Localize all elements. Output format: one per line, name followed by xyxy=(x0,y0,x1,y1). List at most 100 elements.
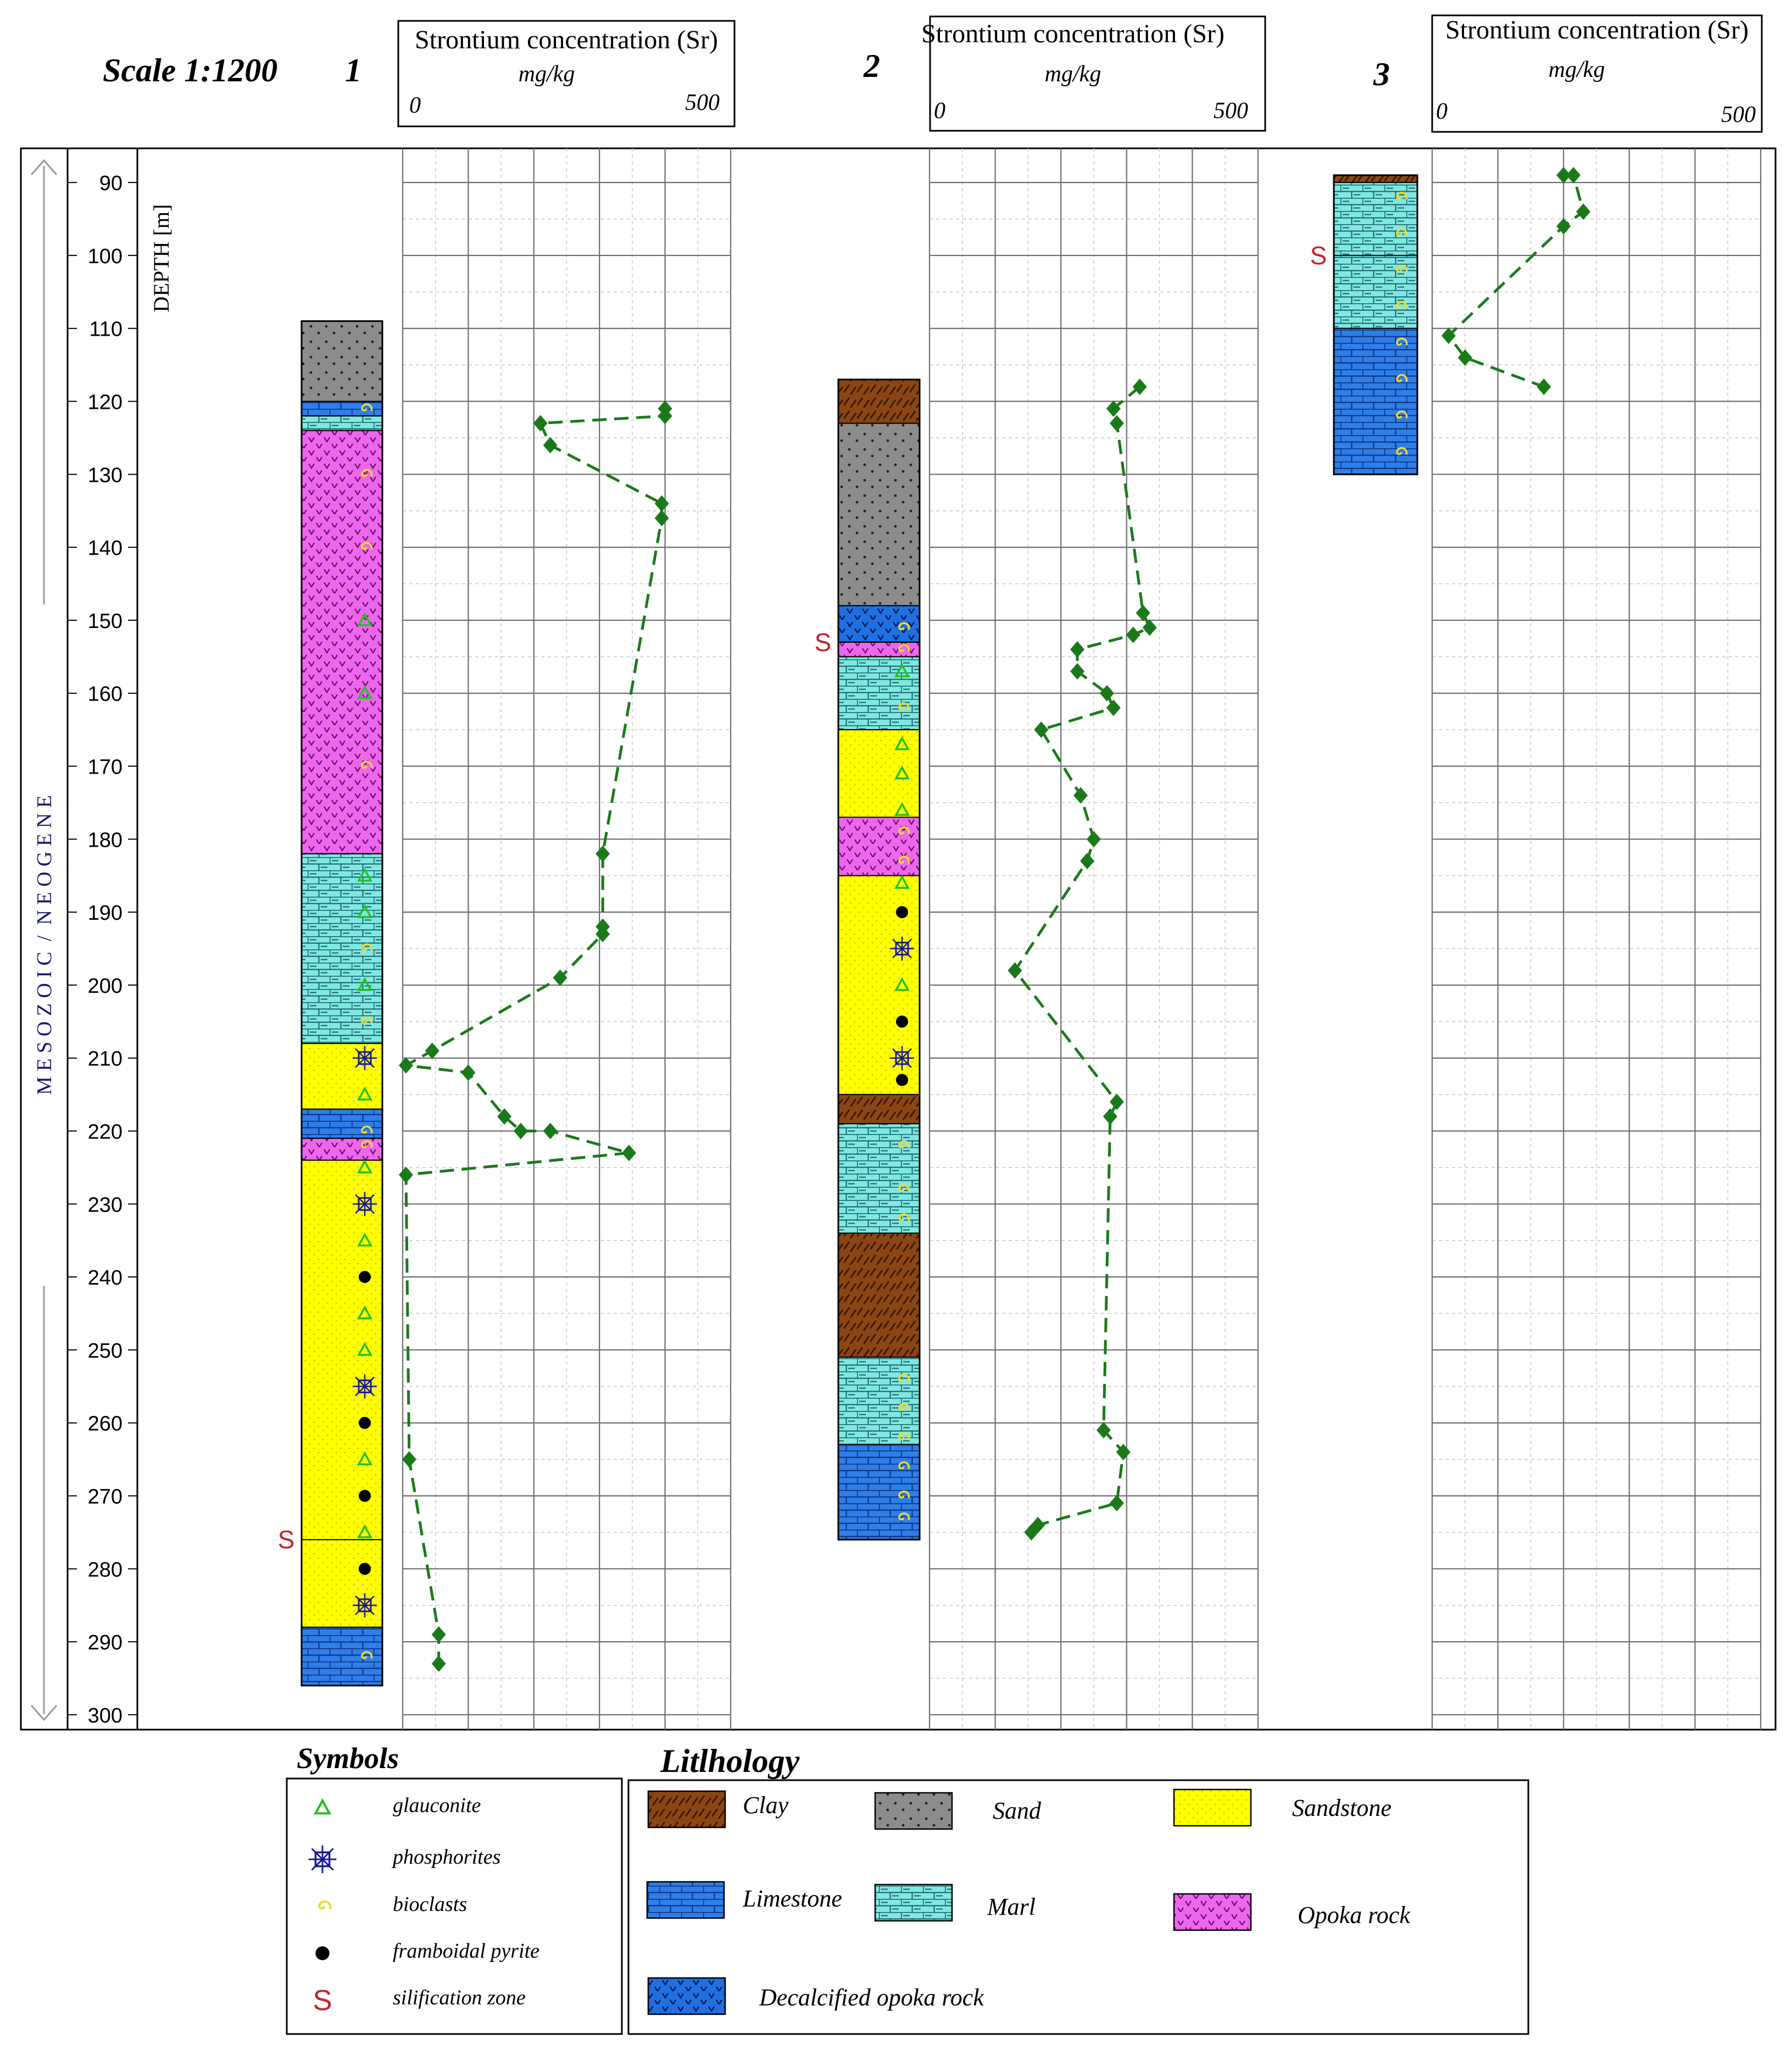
triangle-icon xyxy=(894,736,910,751)
data-point-marker xyxy=(1106,699,1121,716)
depth-tick-label: 150 xyxy=(88,610,123,633)
triangle-icon xyxy=(357,612,372,626)
lithology-columns: S S S xyxy=(278,174,1418,1687)
phosphorite-icon xyxy=(890,936,914,961)
lithology-column-1: S xyxy=(278,320,383,1687)
s-icon: S xyxy=(815,628,832,657)
data-point-marker xyxy=(1080,853,1095,870)
well-3-number: 3 xyxy=(1373,56,1390,92)
phosphorite-rays xyxy=(890,1046,914,1070)
well-3-box-title: Strontium concentration (Sr) xyxy=(1445,15,1749,45)
depth-ticks: 90 100 110 120 130 140 150 160 170 180 190 200 210 22… xyxy=(68,172,137,1727)
lithology-column-3: S xyxy=(1310,174,1418,475)
spiral-icon xyxy=(1396,374,1408,382)
phosphorite-rays xyxy=(308,1845,337,1874)
depth-tick-label: 160 xyxy=(88,683,123,706)
grid-panel-2 xyxy=(928,148,1259,1730)
data-point-marker xyxy=(398,1057,413,1074)
triangle-icon xyxy=(357,1451,372,1465)
triangle-icon xyxy=(894,765,910,780)
well-2-number: 2 xyxy=(863,48,880,84)
spiral-icon xyxy=(361,469,373,477)
well-1-scale-box: Strontium concentration (Sr) mg/kg 0 500 xyxy=(397,20,736,127)
triangle-icon xyxy=(313,1798,332,1815)
triangle-icon xyxy=(357,1524,372,1538)
lithology-legend-label: Clay xyxy=(743,1792,789,1819)
spiral-icon xyxy=(898,1490,910,1499)
data-point-marker xyxy=(1136,604,1150,621)
triangle-icon xyxy=(357,685,372,699)
layer-marl xyxy=(301,853,383,1044)
well-3-box-min: 0 xyxy=(1436,99,1448,124)
layer-opoka xyxy=(838,816,920,876)
data-point-marker xyxy=(1537,378,1551,395)
data-point-marker xyxy=(431,1626,446,1643)
layer-sandstone xyxy=(838,729,920,818)
depth-tick-label: 120 xyxy=(88,391,123,414)
symbol-legend-label: glauconite xyxy=(393,1794,481,1817)
layer-clay xyxy=(1333,174,1418,184)
phosphorite-icon xyxy=(890,1046,914,1070)
spiral-icon xyxy=(898,702,910,711)
data-point-marker xyxy=(1008,962,1022,979)
layer-marl xyxy=(838,656,920,731)
data-point-marker xyxy=(1024,1524,1039,1541)
dot-icon xyxy=(359,1271,371,1283)
spiral-icon xyxy=(361,1651,373,1659)
phosphorite-rays xyxy=(353,1374,377,1399)
data-point-marker xyxy=(654,495,669,512)
depth-tick-label: 280 xyxy=(88,1558,123,1581)
depth-tick-label: 230 xyxy=(88,1193,123,1216)
well-2-box-min: 0 xyxy=(934,98,945,124)
triangle-icon xyxy=(357,1086,372,1101)
lithology-swatch-clay xyxy=(647,1790,726,1829)
scale-label: Scale 1:1200 xyxy=(103,52,277,88)
data-point-marker xyxy=(658,408,672,425)
symbol-legend-label: silification zone xyxy=(393,1986,526,2009)
spiral-icon xyxy=(361,542,373,550)
symbols-legend: glauconite phosphorites bioclasts framboida… xyxy=(308,1794,539,2016)
depth-tick-label: 260 xyxy=(88,1413,123,1436)
well-3-box-unit: mg/kg xyxy=(1549,57,1605,82)
phosphorite-rays xyxy=(353,1593,377,1618)
main-frame xyxy=(20,147,1777,1731)
lithology-legend-label: Sandstone xyxy=(1292,1794,1392,1821)
well-2-box-max: 500 xyxy=(1214,98,1248,124)
data-point-marker xyxy=(654,510,669,526)
data-point-marker xyxy=(1576,203,1591,220)
lithology-swatch-sand xyxy=(874,1792,953,1830)
well-2-box-title: Strontium concentration (Sr) xyxy=(921,19,1225,48)
data-point-marker xyxy=(1103,1108,1117,1125)
layer-sandstone xyxy=(301,1159,383,1628)
series-line xyxy=(402,408,667,1664)
lithology-legend-label: Marl xyxy=(987,1893,1036,1920)
data-point-marker xyxy=(398,1166,413,1183)
triangle-icon xyxy=(894,663,910,677)
spiral-icon xyxy=(898,1140,910,1148)
depth-tick-label: 250 xyxy=(88,1340,123,1363)
data-point-marker xyxy=(402,1451,416,1468)
depth-tick-label: 140 xyxy=(88,537,123,560)
data-point-marker xyxy=(1132,378,1147,395)
data-point-marker xyxy=(513,1122,528,1140)
data-point-marker xyxy=(431,1655,446,1672)
data-point-marker xyxy=(543,437,558,454)
spiral-icon xyxy=(898,855,910,864)
spiral-icon xyxy=(1396,264,1408,273)
spiral-icon xyxy=(898,622,910,631)
data-point-marker xyxy=(1116,1443,1131,1460)
depth-tick-label: 190 xyxy=(88,902,123,925)
dot-icon xyxy=(359,1490,371,1502)
phosphorite-icon xyxy=(308,1845,337,1874)
data-point-marker xyxy=(553,969,567,986)
data-point-marker xyxy=(1142,619,1157,636)
lithology-swatch-limestone xyxy=(646,1881,725,1919)
column-outline xyxy=(837,379,921,1541)
phosphorite-rays xyxy=(890,936,914,961)
lithology-legend-label: Sand xyxy=(993,1797,1042,1824)
phosphorite-rays xyxy=(353,1192,377,1216)
depth-tick-label: 90 xyxy=(99,172,123,195)
lithology-legend-label: Decalcified opoka rock xyxy=(759,1984,984,2011)
spiral-icon xyxy=(1396,301,1408,309)
